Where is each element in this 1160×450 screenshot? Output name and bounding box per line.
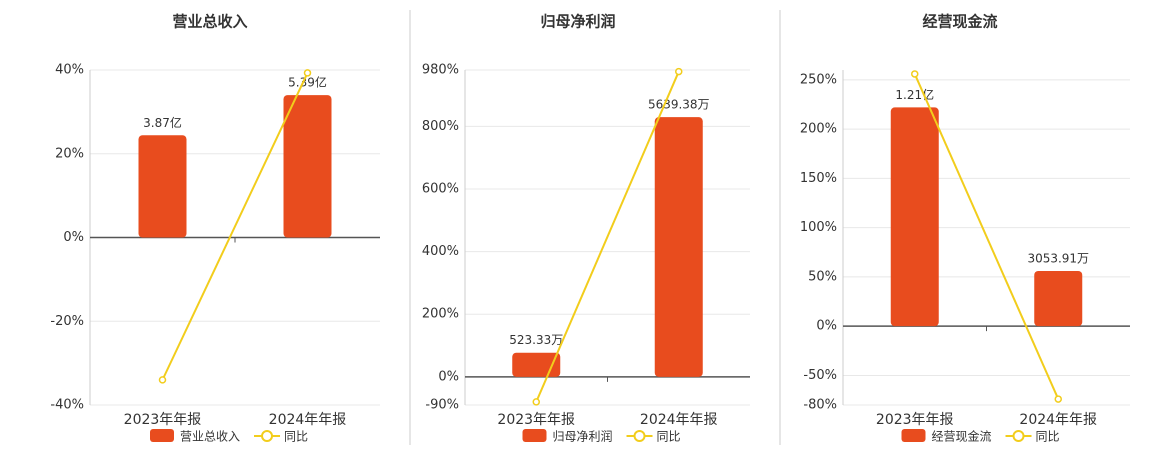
y-tick-label: 250% xyxy=(800,72,837,87)
y-tick-label: 800% xyxy=(422,119,459,134)
chart-title: 经营现金流 xyxy=(922,13,997,31)
y-tick-label: -80% xyxy=(803,398,837,413)
x-tick-label: 2024年年报 xyxy=(269,412,347,428)
bar xyxy=(138,135,187,238)
y-tick-label: 20% xyxy=(55,146,84,161)
legend-label: 同比 xyxy=(284,430,308,444)
legend-swatch xyxy=(522,429,547,442)
point xyxy=(911,70,919,78)
y-tick-label: 50% xyxy=(808,269,837,284)
bar xyxy=(283,95,332,238)
y-tick-label: -40% xyxy=(50,398,84,413)
point xyxy=(158,376,167,384)
point xyxy=(675,67,683,76)
point xyxy=(303,69,312,77)
y-tick-label: 150% xyxy=(800,171,837,186)
x-tick-label: 2023年年报 xyxy=(497,412,575,428)
legend-label: 同比 xyxy=(657,430,681,444)
legend-label: 同比 xyxy=(1036,430,1060,444)
x-tick-label: 2023年年报 xyxy=(124,412,202,428)
y-tick-label: 200% xyxy=(800,122,837,137)
bar xyxy=(1034,270,1083,327)
legend-swatch xyxy=(633,430,646,442)
legend-swatch xyxy=(901,429,926,442)
y-tick-label: -90% xyxy=(425,398,459,413)
line xyxy=(913,73,1060,400)
data-label: 5.39亿 xyxy=(288,75,327,90)
line xyxy=(535,71,680,403)
y-tick-label: 0% xyxy=(63,230,84,245)
x-tick-label: 2023年年报 xyxy=(876,412,954,428)
y-tick-label: 0% xyxy=(438,369,459,384)
x-tick-label: 2024年年报 xyxy=(640,412,718,428)
chart-title: 营业总收入 xyxy=(172,13,247,31)
y-tick-label: 40% xyxy=(55,63,84,78)
legend-swatch xyxy=(150,429,174,442)
data-label: 3.87亿 xyxy=(143,115,182,130)
y-tick-label: -50% xyxy=(803,368,837,383)
legend-label: 归母净利润 xyxy=(553,430,613,444)
point xyxy=(1054,395,1062,403)
data-label: 5639.38万 xyxy=(648,98,710,112)
data-label: 3053.91万 xyxy=(1027,251,1089,265)
y-tick-label: 100% xyxy=(800,220,837,235)
y-tick-label: -20% xyxy=(50,314,84,329)
legend-swatch xyxy=(261,430,274,442)
bar xyxy=(890,107,939,327)
data-label: 523.33万 xyxy=(509,333,563,347)
line xyxy=(161,72,309,381)
bar xyxy=(654,117,703,377)
point xyxy=(532,398,540,406)
legend-swatch xyxy=(1012,430,1025,442)
y-tick-label: 200% xyxy=(422,307,459,322)
y-tick-label: 400% xyxy=(422,244,459,259)
bar xyxy=(512,352,561,377)
x-tick-label: 2024年年报 xyxy=(1019,412,1097,428)
y-tick-label: 600% xyxy=(422,181,459,196)
y-tick-label: 0% xyxy=(816,319,837,334)
legend-label: 经营现金流 xyxy=(932,429,992,444)
legend-label: 营业总收入 xyxy=(180,430,240,444)
chart-title: 归母净利润 xyxy=(540,13,615,31)
data-label: 1.21亿 xyxy=(895,87,934,102)
y-tick-label: 980% xyxy=(422,63,459,78)
